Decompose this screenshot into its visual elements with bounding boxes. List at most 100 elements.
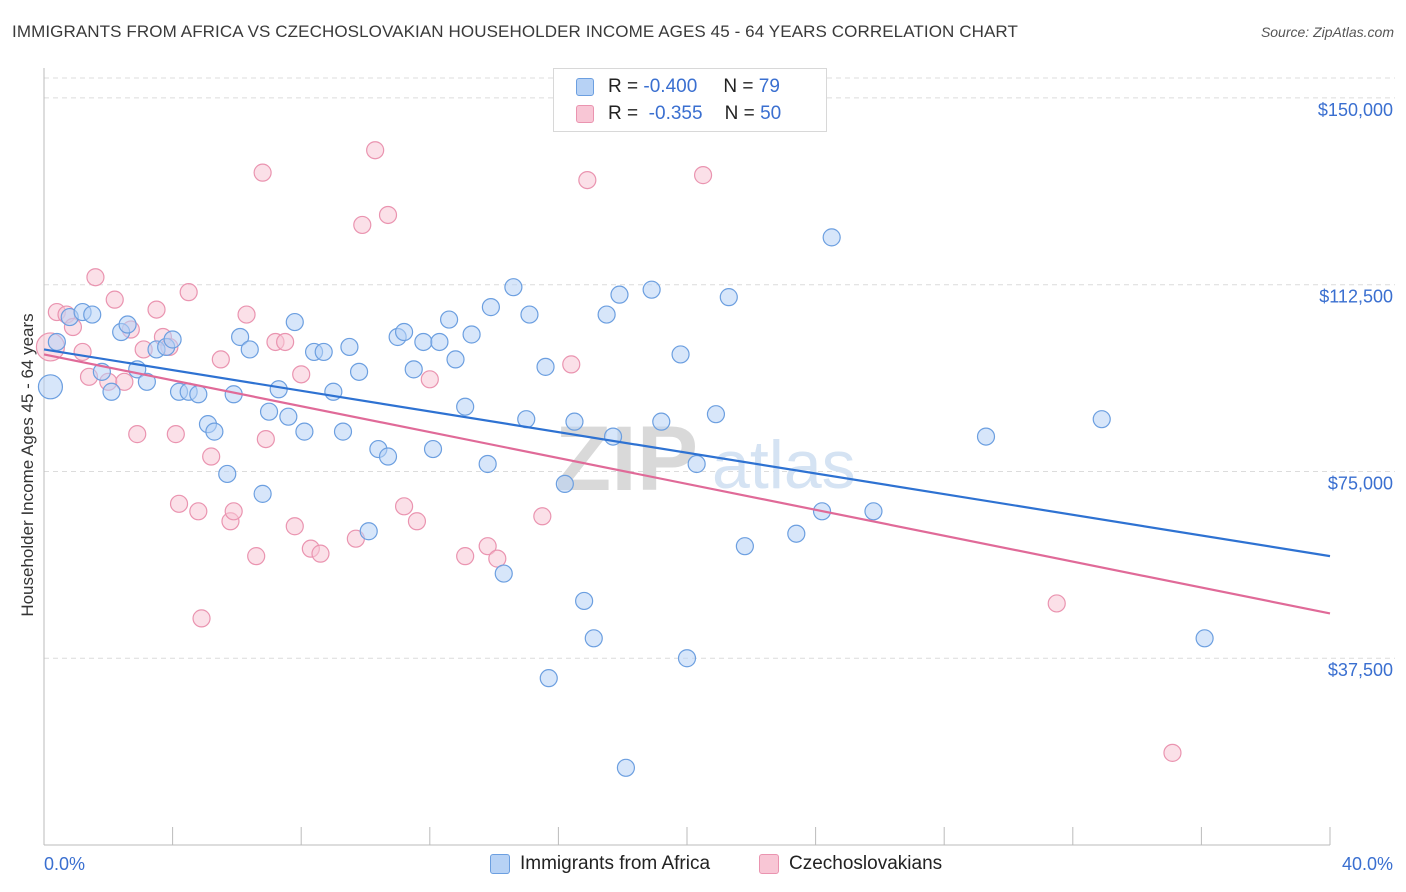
data-point: [118, 315, 137, 334]
data-point: [565, 412, 584, 431]
data-point: [166, 425, 185, 444]
y-tick-label: $112,500: [1319, 287, 1393, 307]
bottom-legend-swatch-pink: [759, 854, 779, 874]
y-axis-label: Householder Income Ages 45 - 64 years: [18, 313, 37, 616]
data-point: [555, 474, 574, 494]
series-immigrants-from-africa: [37, 228, 1214, 777]
data-point: [349, 362, 369, 381]
data-point: [378, 205, 398, 225]
data-point: [47, 332, 66, 352]
data-point: [584, 629, 603, 648]
data-point: [237, 305, 256, 324]
data-point: [404, 360, 423, 379]
data-point: [189, 502, 208, 521]
data-point: [247, 547, 266, 566]
data-point: [285, 312, 304, 332]
data-point: [976, 427, 996, 446]
data-point: [642, 280, 661, 299]
data-point: [311, 544, 330, 563]
data-point: [864, 502, 883, 521]
legend-r-value: -0.355: [648, 103, 703, 124]
data-point: [597, 305, 616, 324]
data-point: [218, 464, 237, 484]
grid-lines: [44, 77, 1395, 659]
data-point: [333, 422, 353, 441]
data-point: [407, 512, 427, 531]
data-point: [105, 290, 124, 309]
data-point: [269, 380, 288, 399]
data-point: [192, 609, 211, 628]
data-point: [536, 357, 555, 376]
data-point: [205, 422, 224, 441]
data-point: [211, 350, 230, 369]
trend-line: [43, 348, 1331, 558]
data-point: [677, 649, 697, 668]
data-point: [488, 549, 507, 568]
data-point: [533, 507, 552, 526]
legend-n-value: 79: [758, 76, 780, 97]
legend-r-value: -0.400: [643, 76, 698, 97]
data-point: [446, 350, 465, 369]
data-point: [128, 425, 147, 444]
data-point: [378, 447, 398, 466]
data-point: [73, 342, 92, 362]
bottom-legend-label: Immigrants from Africa: [520, 853, 711, 874]
data-point: [147, 300, 166, 319]
data-point: [1163, 743, 1182, 762]
data-point: [169, 494, 189, 513]
data-point: [520, 305, 539, 324]
data-point: [163, 330, 182, 349]
data-point: [137, 372, 156, 391]
legend-row-czechoslovakians: R = -0.355 N = 50: [576, 102, 781, 126]
bottom-legend-swatch-blue: [490, 854, 510, 874]
data-point: [83, 305, 102, 324]
data-point: [314, 342, 333, 362]
data-point: [787, 524, 806, 543]
data-point: [671, 345, 690, 364]
legend-r-label: R =: [608, 76, 639, 97]
data-point: [456, 397, 475, 416]
source-label: Source: ZipAtlas.com: [1260, 24, 1394, 40]
data-point: [456, 547, 475, 566]
axes: [43, 68, 1331, 846]
data-point: [687, 454, 706, 474]
data-point: [224, 502, 243, 521]
data-point: [430, 332, 449, 352]
legend-swatch-blue: [576, 78, 594, 96]
data-point: [189, 385, 208, 404]
legend-row-africa: R = -0.400 N = 79: [576, 75, 780, 99]
data-point: [478, 454, 497, 474]
data-point: [735, 537, 754, 556]
y-tick-label: $75,000: [1328, 473, 1393, 493]
data-point: [478, 537, 497, 556]
data-point: [439, 310, 459, 329]
bottom-legend-africa: Immigrants from Africa: [490, 851, 710, 877]
data-point: [292, 365, 311, 384]
legend-n-label: N =: [723, 76, 754, 97]
x-tick-label-max: 40.0%: [1342, 854, 1393, 874]
data-point: [202, 447, 221, 466]
data-point: [285, 517, 304, 536]
y-tick-label: $37,500: [1328, 660, 1393, 680]
data-point: [276, 332, 295, 352]
data-point: [414, 332, 433, 352]
y-tick-labels: $37,500 $75,000 $112,500 $150,000: [1318, 100, 1393, 680]
watermark: ZIP atlas: [555, 408, 856, 510]
data-point: [102, 382, 121, 401]
legend-r-label: R =: [608, 103, 639, 124]
data-point: [1092, 410, 1111, 429]
legend-n-value: 50: [760, 103, 782, 124]
data-point: [504, 278, 523, 297]
data-point: [420, 370, 439, 389]
data-point: [494, 564, 513, 583]
data-point: [652, 412, 671, 431]
trend-line: [43, 353, 1331, 615]
data-point: [366, 141, 385, 160]
data-point: [575, 591, 594, 611]
data-point: [253, 484, 272, 503]
x-tick-label-min: 0.0%: [44, 854, 85, 874]
data-point: [353, 215, 372, 235]
data-point: [279, 407, 298, 426]
data-point: [610, 285, 629, 304]
